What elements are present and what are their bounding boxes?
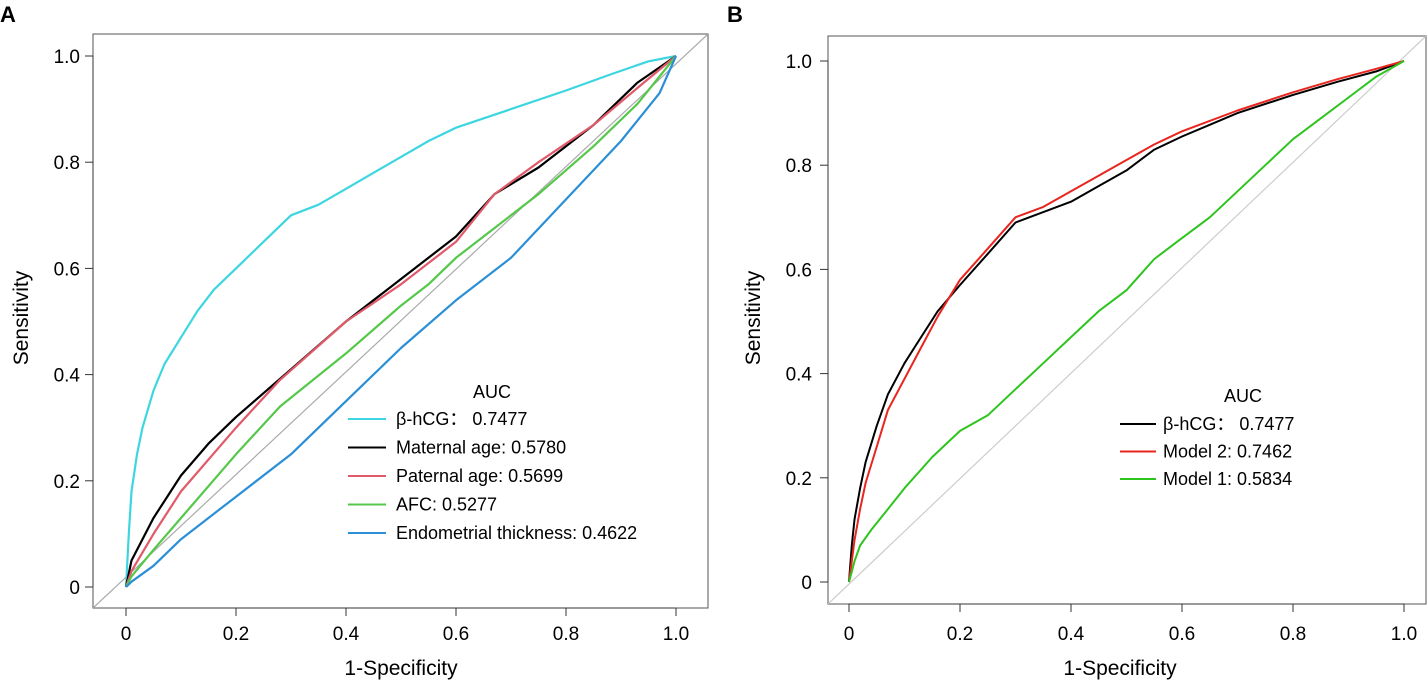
panel-b-roc-curve-2 <box>848 60 1405 583</box>
panel-b-y-tick-label: 0.6 <box>786 260 812 281</box>
panel-a-roc-curve-4 <box>125 55 677 588</box>
panel-b-roc-curve-1 <box>848 60 1405 583</box>
panel-a-y-tick-label: 0.8 <box>54 153 80 174</box>
panel-a-x-tick-label: 1.0 <box>663 624 689 645</box>
panel-b-y-tick-label: 0 <box>801 573 812 594</box>
panel-b-legend-label-3: Model 1: 0.5834 <box>1163 469 1292 489</box>
panel-b-x-tick-label: 0.8 <box>1280 624 1306 645</box>
panel-a-chart: A 0 0.2 0.4 0.6 0.8 1.0 0 0.2 0.4 0.6 0.8 1.0 1-Sp… <box>0 2 709 680</box>
panel-a-y-tick-label: 0.6 <box>54 259 80 280</box>
panel-b-legend-title: AUC <box>1224 386 1262 406</box>
panel-b-chart: B 0 0.2 0.4 0.6 0.8 1.0 0 0.2 0.4 0.6 0.8 1.0 1-Sp… <box>727 2 1427 680</box>
panel-b-x-tick-label: 0.6 <box>1169 624 1195 645</box>
panel-a-letter: A <box>0 2 16 27</box>
panel-a-y-tick-label: 0.2 <box>54 472 80 493</box>
panel-a-legend-title: AUC <box>473 382 511 402</box>
panel-a-x-tick-label: 0.4 <box>333 624 360 645</box>
panel-a-roc-curve-5 <box>125 55 678 588</box>
panel-b-x-tick-label: 1.0 <box>1391 624 1417 645</box>
panel-a-legend-label-2: Maternal age: 0.5780 <box>396 438 566 458</box>
panel-a-x-tick-label: 0.8 <box>553 624 579 645</box>
panel-a-legend-label-4: AFC: 0.5277 <box>396 495 497 515</box>
panel-a-roc-curve-1 <box>124 54 677 588</box>
panel-b-reference-diagonal <box>828 36 1426 604</box>
panel-b-roc-curve-3 <box>848 60 1405 583</box>
panel-b-letter: B <box>727 2 743 27</box>
panel-b-y-tick-label: 0.4 <box>786 365 813 386</box>
panel-b-x-tick-label: 0 <box>844 624 855 645</box>
panel-b-x-tick-label: 0.4 <box>1058 624 1085 645</box>
panel-a-legend-label-1: β-hCG： 0.7477 <box>396 409 527 429</box>
panel-a-legend-label-3: Paternal age: 0.5699 <box>396 466 563 486</box>
panel-a-x-axis-title: 1-Specificity <box>344 657 458 680</box>
panel-b-legend-label-1: β-hCG： 0.7477 <box>1163 414 1294 434</box>
panel-a-x-tick-label: 0.6 <box>443 624 469 645</box>
panel-b-legend-label-2: Model 2: 0.7462 <box>1163 442 1292 462</box>
panel-b-y-tick-label: 1.0 <box>786 52 812 73</box>
panel-b-y-tick-label: 0.8 <box>786 156 812 177</box>
panel-a-x-tick-label: 0 <box>121 624 132 645</box>
panel-a-y-tick-label: 0.4 <box>54 366 81 387</box>
panel-b-y-axis-title: Sensitivity <box>742 270 765 365</box>
panel-a-legend-label-5: Endometrial thickness: 0.4622 <box>396 523 637 543</box>
panel-a-reference-diagonal <box>93 34 708 608</box>
panel-b-y-tick-label: 0.2 <box>786 469 812 490</box>
panel-a-roc-curve-3 <box>124 55 677 588</box>
panel-b-x-axis-title: 1-Specificity <box>1063 657 1177 680</box>
panel-a-x-tick-label: 0.2 <box>223 624 249 645</box>
panel-a-y-axis-title: Sensitivity <box>10 270 33 365</box>
panel-a-y-tick-label: 0 <box>69 578 80 599</box>
panel-b-x-tick-label: 0.2 <box>947 624 973 645</box>
panel-a-y-tick-label: 1.0 <box>54 47 80 68</box>
